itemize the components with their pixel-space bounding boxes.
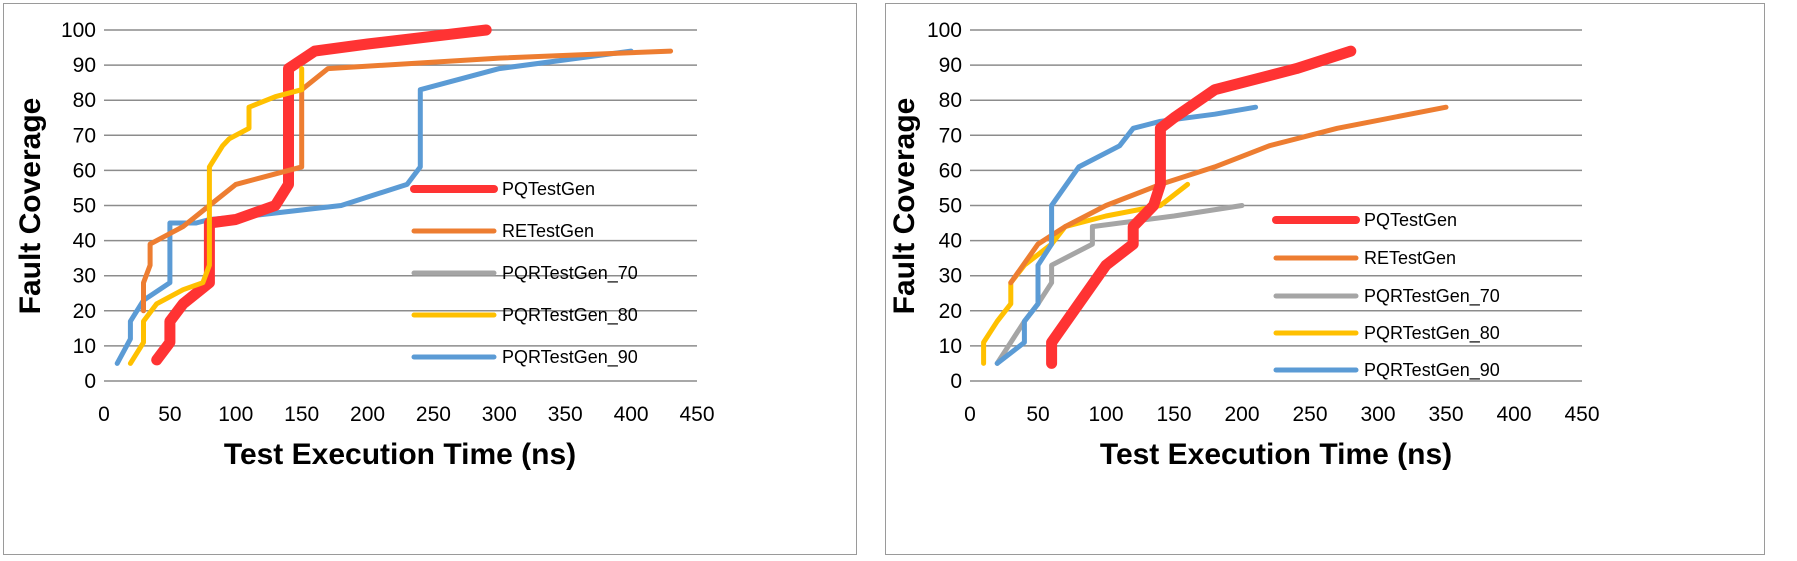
y-tick-label: 100	[927, 19, 962, 42]
x-tick-label: 150	[284, 403, 319, 426]
y-tick-label: 80	[939, 89, 962, 112]
x-tick-label: 100	[218, 403, 253, 426]
x-tick-label: 0	[98, 403, 110, 426]
x-tick-label: 450	[1564, 403, 1599, 426]
y-tick-label: 60	[939, 159, 962, 182]
x-tick-label: 400	[614, 403, 649, 426]
x-axis-title: Test Execution Time (ns)	[224, 438, 576, 471]
chart-panel-left: 0 10 20 30 40 50 60 70 80 90 100 0 50 100 150 200 250 300…	[3, 3, 857, 555]
legend-label-PQTestGen: PQTestGen	[502, 179, 595, 199]
y-tick-label: 90	[73, 54, 96, 77]
y-tick-label: 70	[939, 124, 962, 147]
y-axis-title: Fault Coverage	[888, 98, 921, 315]
gridlines	[970, 29, 1582, 382]
y-tick-label: 90	[939, 54, 962, 77]
series-line-RETestGen	[141, 48, 674, 314]
legend-label-PQRTestGen_80: PQRTestGen_80	[1364, 323, 1500, 344]
y-tick-label: 80	[73, 89, 96, 112]
y-tick-label: 10	[73, 335, 96, 358]
x-tick-label: 150	[1156, 403, 1191, 426]
x-tick-label: 450	[679, 403, 714, 426]
y-tick-label: 30	[939, 265, 962, 288]
legend-label-RETestGen: RETestGen	[1364, 248, 1456, 268]
x-tick-label: 50	[158, 403, 181, 426]
x-tick-label: 350	[1428, 403, 1463, 426]
line-chart-left: 0 10 20 30 40 50 60 70 80 90 100 0 50 100 150 200 250 300…	[14, 19, 715, 471]
y-axis-title: Fault Coverage	[14, 98, 47, 315]
x-tick-label: 200	[1224, 403, 1259, 426]
series-line-PQTestGen	[151, 24, 492, 366]
x-tick-label: 250	[416, 403, 451, 426]
x-tick-label: 200	[350, 403, 385, 426]
y-tick-label: 50	[73, 195, 96, 218]
y-tick-label: 70	[73, 124, 96, 147]
y-tick-label: 40	[73, 230, 96, 253]
series-line-PQTestGen	[1046, 45, 1357, 369]
x-tick-label: 300	[482, 403, 517, 426]
x-tick-label: 0	[964, 403, 976, 426]
legend: PQTestGen RETestGen PQRTestGen_70 PQRTestGe…	[1272, 210, 1500, 381]
line-chart-right: 0 10 20 30 40 50 60 70 80 90 100 0 50 100 150 200 250 300…	[888, 19, 1600, 471]
chart-panel-right: 0 10 20 30 40 50 60 70 80 90 100 0 50 100 150 200 250 300…	[885, 3, 1765, 555]
y-tick-label: 100	[61, 19, 96, 42]
legend-label-PQRTestGen_90: PQRTestGen_90	[1364, 360, 1500, 381]
y-tick-label: 0	[950, 370, 962, 393]
y-tick-label: 20	[73, 300, 96, 323]
y-tick-label: 40	[939, 230, 962, 253]
series-line-PQRTestGen_80	[127, 66, 305, 366]
y-tick-label: 60	[73, 159, 96, 182]
series-line-PQRTestGen_90	[994, 104, 1259, 366]
legend-label-PQRTestGen_90: PQRTestGen_90	[502, 347, 638, 368]
x-tick-label: 100	[1088, 403, 1123, 426]
legend: PQTestGen RETestGen PQRTestGen_70 PQRTestGe…	[410, 179, 638, 368]
x-tick-label: 250	[1292, 403, 1327, 426]
series-line-PQRTestGen_70	[994, 203, 1245, 366]
x-tick-label: 50	[1026, 403, 1049, 426]
x-tick-label: 300	[1360, 403, 1395, 426]
y-tick-label: 0	[84, 370, 96, 393]
legend-label-PQTestGen: PQTestGen	[1364, 210, 1457, 230]
x-tick-label: 400	[1496, 403, 1531, 426]
y-tick-label: 20	[939, 300, 962, 323]
y-tick-label: 50	[939, 195, 962, 218]
y-tick-label: 10	[939, 335, 962, 358]
y-tick-label: 30	[73, 265, 96, 288]
x-axis-title: Test Execution Time (ns)	[1100, 438, 1452, 471]
gridlines	[104, 29, 697, 382]
legend-label-PQRTestGen_70: PQRTestGen_70	[502, 263, 638, 284]
x-tick-label: 350	[548, 403, 583, 426]
legend-label-PQRTestGen_70: PQRTestGen_70	[1364, 286, 1500, 307]
legend-label-RETestGen: RETestGen	[502, 221, 594, 241]
legend-label-PQRTestGen_80: PQRTestGen_80	[502, 305, 638, 326]
